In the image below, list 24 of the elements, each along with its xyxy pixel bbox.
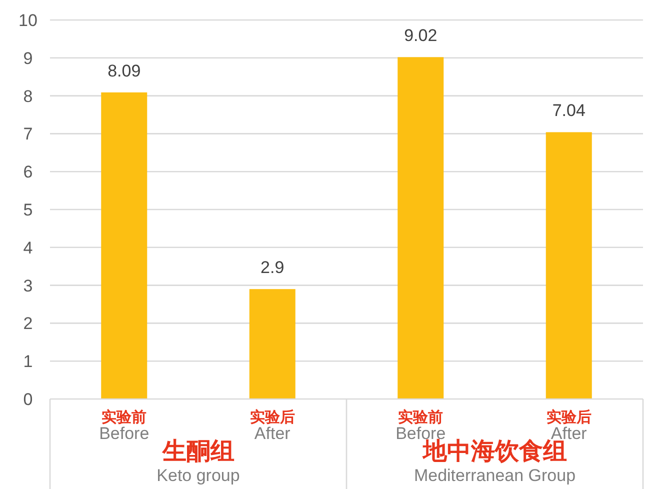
x-tick-label: 实验前 Before [99,408,150,443]
y-tick-label: 2 [23,314,33,334]
y-tick-label: 10 [18,11,38,30]
bar [249,289,296,399]
data-label: 9.02 [404,26,438,46]
data-label: 2.9 [260,258,284,278]
y-tick-label: 7 [23,124,33,144]
y-tick-label: 1 [23,352,33,372]
text: Keto group [156,466,240,485]
y-tick-label: 4 [23,238,33,258]
bar [398,57,444,399]
bar [546,132,592,399]
y-tick-label: 0 [23,390,33,409]
y-tick-label: 6 [23,162,33,182]
x-tick-label: 实验后 After [250,408,295,443]
text: Mediterranean Group [414,466,576,485]
y-tick-label: 9 [23,48,33,68]
bar [101,92,148,399]
y-tick-label: 8 [23,86,33,106]
y-tick-label: 5 [23,200,33,220]
y-tick-label: 3 [23,276,33,296]
text: 生酮组 [161,438,234,465]
data-label: 8.09 [108,61,141,80]
data-label: 7.04 [552,101,586,120]
